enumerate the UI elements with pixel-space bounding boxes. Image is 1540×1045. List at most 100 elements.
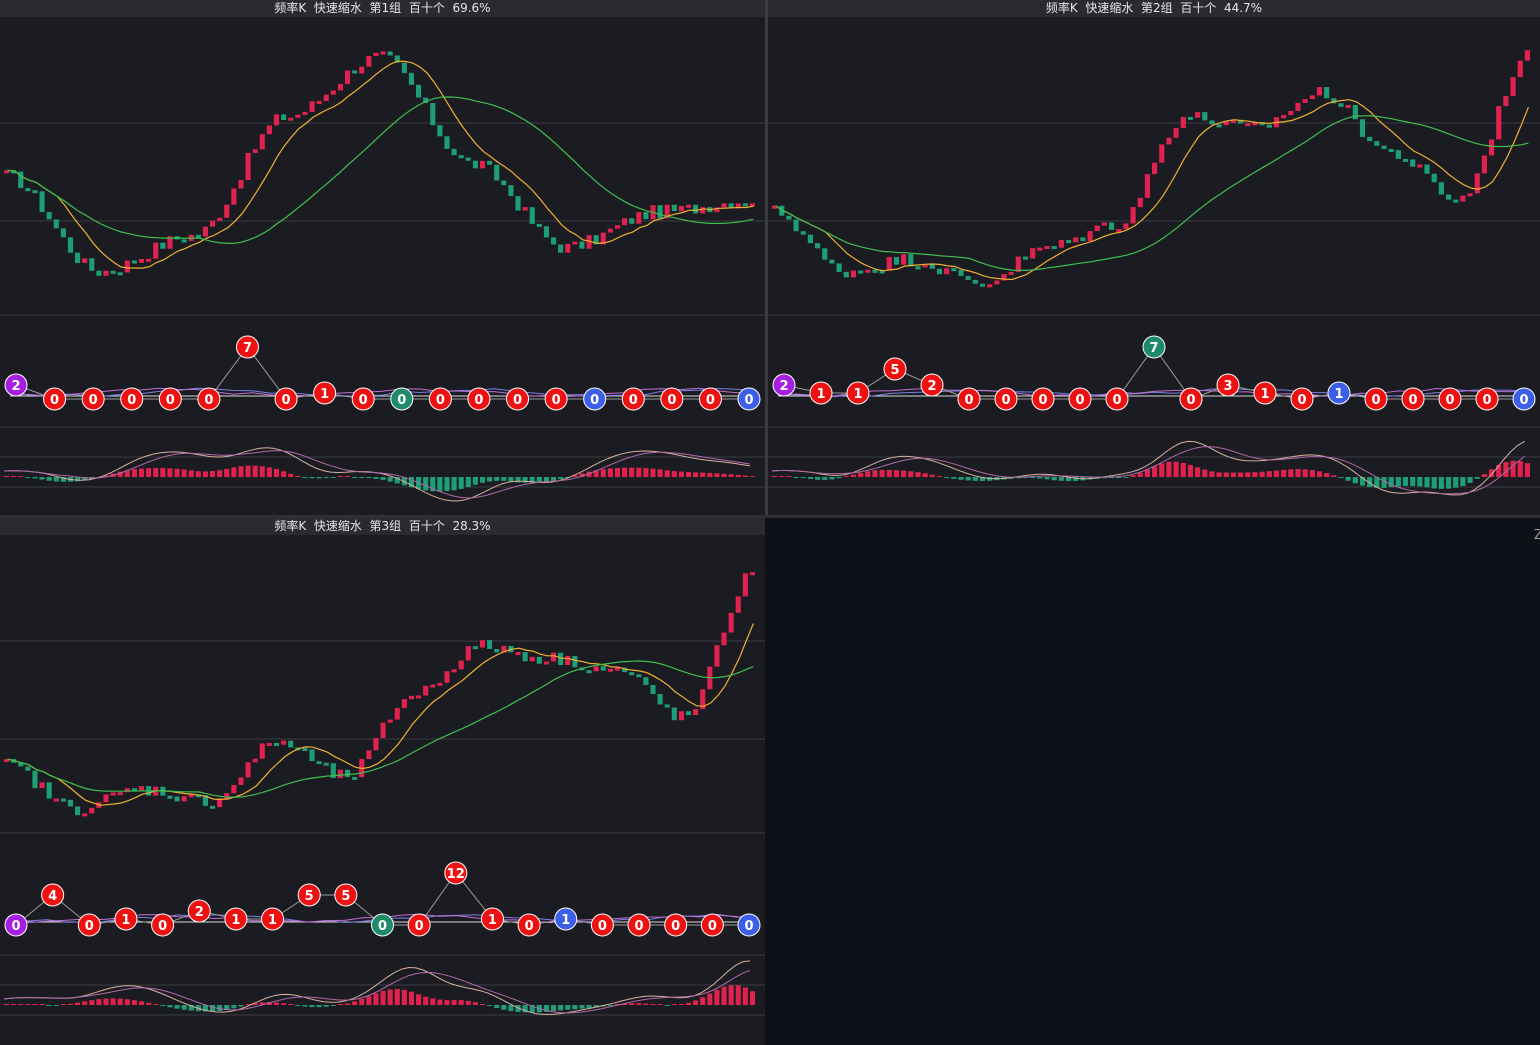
chart-panel-group3[interactable]: 频率K 快速缩水 第3组 百十个 28.3% 0 4 0 1 0 2 1 1 5 5 0 0 12 1 0 1…	[0, 518, 765, 1045]
candle	[657, 694, 663, 705]
candle	[1187, 116, 1194, 120]
candle	[1173, 127, 1179, 138]
macd-bar	[614, 467, 621, 477]
signal-badge: 2	[4, 373, 28, 397]
macd-bar	[174, 468, 180, 477]
signal-badge: 0	[583, 387, 607, 411]
macd-bar	[302, 1005, 308, 1007]
candle	[893, 257, 900, 265]
kline-chart[interactable]: 2 1 1 5 2 0 0 0 0 0 7 0 3 1 0 1 0 0 0 0 0	[768, 17, 1540, 517]
macd-bar	[131, 1000, 137, 1005]
candle	[1438, 182, 1444, 195]
candle	[373, 738, 379, 751]
macd-bar	[1144, 469, 1150, 477]
macd-bar	[153, 1004, 159, 1005]
macd-bar	[472, 477, 478, 485]
candle	[337, 84, 343, 91]
macd-bar	[479, 477, 486, 483]
macd-bar	[167, 1005, 173, 1008]
badge-circle	[334, 883, 358, 907]
signal-badge: 5	[334, 883, 358, 907]
macd-bar	[836, 477, 842, 479]
macd-bar	[82, 1001, 88, 1005]
candle	[650, 685, 656, 695]
candle	[39, 782, 45, 789]
chart-panel-group1[interactable]: 频率K 快速缩水 第1组 百十个 69.6% 2 0 0 0 0 0 7 0 1 0 0 0 0 0 0 0 0…	[0, 0, 765, 517]
macd-histogram	[4, 465, 755, 492]
macd-bar	[508, 477, 514, 482]
badge-circle	[120, 387, 144, 411]
badge-circle	[1475, 387, 1499, 411]
macd-bar	[437, 477, 443, 492]
candle	[586, 235, 592, 249]
candle	[721, 632, 727, 646]
badge-label: 2	[11, 379, 20, 394]
macd-bar	[82, 477, 88, 481]
candle	[4, 759, 10, 763]
candle	[522, 652, 528, 662]
macd-bar	[636, 467, 642, 477]
badge-label: 0	[1445, 393, 1454, 408]
macd-bar	[558, 1005, 564, 1011]
badge-circle	[1142, 335, 1166, 359]
candle	[929, 264, 935, 269]
macd-bar	[522, 477, 528, 483]
candle	[330, 763, 336, 779]
badge-circle	[554, 907, 578, 931]
macd-bar	[195, 471, 201, 477]
candle	[979, 283, 986, 287]
candle	[430, 684, 436, 688]
macd-bar	[117, 471, 123, 477]
macd-bar	[650, 1004, 656, 1005]
badge-label: 1	[320, 387, 329, 402]
signal-badge: 0	[407, 913, 431, 937]
macd-bar	[174, 1005, 180, 1009]
macd-bar	[202, 1005, 209, 1012]
badge-circle	[114, 907, 138, 931]
signal-badge: 1	[846, 381, 870, 405]
candle	[451, 148, 457, 156]
vertical-divider[interactable]	[765, 0, 768, 517]
signal-badge: 0	[698, 387, 722, 411]
macd-bar	[359, 998, 365, 1005]
badge-label: 1	[1334, 387, 1343, 402]
badge-circle	[235, 335, 259, 359]
macd-bar	[352, 477, 358, 478]
macd-bar	[700, 472, 706, 477]
badge-circle	[1179, 387, 1203, 411]
candle	[1453, 199, 1459, 203]
candle	[1044, 246, 1050, 250]
macd-bar	[586, 471, 592, 477]
candle	[53, 219, 59, 229]
macd-bar	[1130, 475, 1136, 477]
candle	[32, 190, 38, 194]
horizontal-divider[interactable]	[0, 515, 1540, 518]
chart-panel-group2[interactable]: 频率K 快速缩水 第2组 百十个 44.7% 2 1 1 5 2 0 0 0 0 0 7 0 3 1 0 1 0…	[768, 0, 1540, 517]
macd-bar	[1474, 477, 1480, 479]
kline-chart[interactable]: 0 4 0 1 0 2 1 1 5 5 0 0 12 1 0 1 0 0 0 0 0	[0, 535, 765, 1045]
candle	[408, 695, 415, 700]
candle	[1474, 173, 1480, 194]
macd-bar	[586, 1005, 592, 1009]
macd-bar	[210, 471, 216, 477]
macd-bar	[1051, 477, 1057, 481]
macd-bar	[522, 1005, 528, 1013]
candle	[636, 212, 642, 224]
candle	[1503, 96, 1509, 107]
kline-chart[interactable]: 2 0 0 0 0 0 7 0 1 0 0 0 0 0 0 0 0 0 0 0	[0, 17, 765, 517]
scroll-handle[interactable]: Z	[1534, 528, 1540, 543]
grid-lines	[0, 122, 765, 488]
candle	[366, 56, 372, 67]
macd-bar	[850, 474, 857, 477]
macd-bar	[337, 1004, 343, 1005]
signal-badge: 0	[158, 387, 182, 411]
macd-bar	[657, 469, 663, 477]
badge-circle	[467, 387, 491, 411]
candle	[1137, 197, 1143, 208]
candle	[245, 152, 251, 181]
candle	[238, 180, 244, 189]
macd-bar	[1331, 475, 1337, 477]
macd-bar	[366, 477, 372, 479]
badge-circle	[590, 913, 614, 937]
ma-long-line	[7, 96, 754, 245]
